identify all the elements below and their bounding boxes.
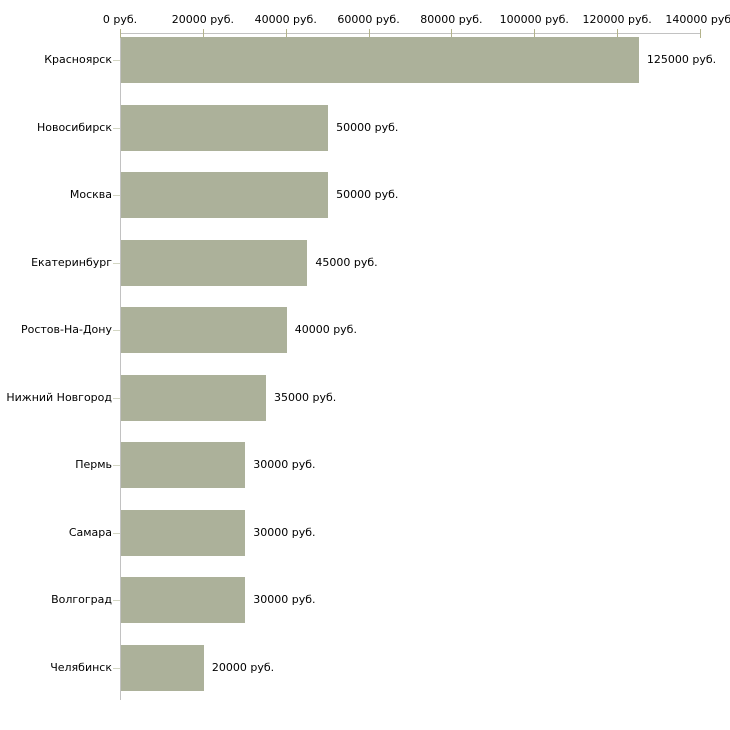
x-tick-mark [617,29,619,38]
x-tick-mark [451,29,453,38]
category-label: Пермь [75,458,112,472]
category-label: Красноярск [44,53,112,66]
y-tick-mark [113,397,120,399]
x-tick-mark [120,29,121,38]
category-label: Ростов-На-Дону [20,323,112,337]
y-axis-line [120,33,121,700]
x-axis-line [120,33,701,34]
x-tick-mark [285,29,287,38]
x-tick-label: 40000 руб. [254,13,317,26]
bar-value-label: 30000 руб. [253,593,316,607]
bar-value-label: 20000 руб. [211,660,275,674]
category-label: Нижний Новгород [6,390,112,404]
bar [121,577,246,624]
bar [121,104,329,151]
category-label: Самара [68,525,112,539]
category-label: Волгоград [51,593,112,607]
category-label: Новосибирск [36,120,112,134]
x-tick-label: 20000 руб. [171,13,234,26]
bar-value-label: 125000 руб. [646,53,717,66]
x-tick-label: 100000 руб. [499,13,569,26]
category-label: Москва [69,188,112,202]
bar [121,172,329,219]
y-tick-mark [113,330,120,332]
y-tick-mark [113,262,120,264]
bar-value-label: 35000 руб. [274,390,337,404]
y-tick-mark [113,127,120,129]
x-tick-label: 80000 руб. [420,13,483,26]
bar [121,442,246,489]
y-tick-mark [113,667,120,669]
x-tick-label: 120000 руб. [582,13,652,26]
bar-value-label: 50000 руб. [336,188,399,202]
x-tick-mark [202,29,204,38]
bar-value-label: 30000 руб. [253,525,316,539]
x-tick-mark [534,29,536,38]
y-tick-mark [113,60,120,61]
bar-value-label: 50000 руб. [336,120,399,134]
x-tick-label: 0 руб. [102,13,138,26]
bar-value-label: 40000 руб. [294,323,357,337]
x-tick-label: 140000 руб. [665,13,730,26]
bar [121,37,639,83]
y-tick-mark [113,600,120,602]
y-tick-mark [113,195,120,197]
category-label: Екатеринбург [31,255,112,269]
bar-value-label: 30000 руб. [253,458,316,472]
bar [121,307,287,354]
bar [121,644,204,691]
bar [121,374,266,421]
bar [121,239,308,286]
x-tick-mark [368,29,370,38]
bar-value-label: 45000 руб. [315,255,378,269]
x-tick-mark [700,29,701,38]
y-tick-mark [113,465,120,467]
bar [121,509,246,556]
category-label: Челябинск [50,660,112,674]
x-tick-label: 60000 руб. [337,13,400,26]
y-tick-mark [113,532,120,534]
